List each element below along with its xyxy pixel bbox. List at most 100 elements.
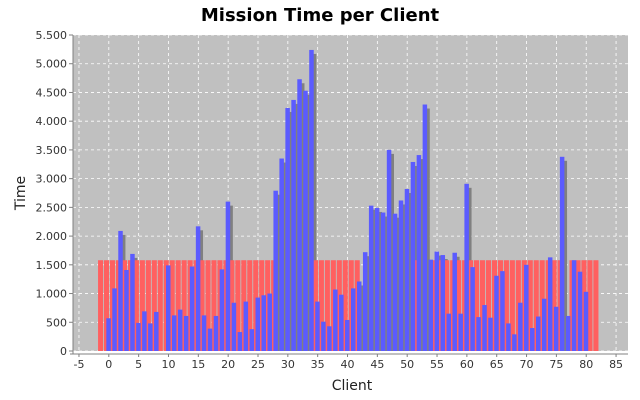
bar-series-b <box>512 334 517 351</box>
bar-series-b <box>195 226 201 351</box>
bar-series-a <box>503 260 509 351</box>
x-tick-label: 15 <box>191 358 205 371</box>
bar-series-b <box>321 321 326 351</box>
bar-series-b <box>207 328 213 351</box>
x-tick-label: -5 <box>73 358 84 371</box>
bar-series-b <box>136 322 141 351</box>
bar-series-b <box>488 317 493 351</box>
bar-series-a <box>181 260 187 351</box>
bar-shadow <box>407 192 412 351</box>
axes: -5 0 5 10 15 20 25 30 35 40 45 50 55 60 65 70 75 80 85 0 500… <box>36 29 628 371</box>
bar-series-b <box>315 301 320 351</box>
bar-series-a <box>324 260 330 351</box>
y-tick-label: 2.500 <box>36 201 68 214</box>
bar-series-b <box>577 271 583 351</box>
x-tick-label: 45 <box>370 358 384 371</box>
bar-series-b <box>267 293 272 351</box>
bars <box>98 49 599 352</box>
bar-series-a <box>151 260 157 351</box>
x-tick-label: 35 <box>311 358 325 371</box>
bar-series-a <box>247 260 253 351</box>
bar-series-a <box>211 260 217 351</box>
bar-series-b <box>506 323 511 351</box>
bar-shadow <box>365 256 371 351</box>
bar-shadow <box>383 216 389 351</box>
bar-series-a <box>509 260 515 351</box>
y-tick-label: 3.500 <box>36 144 68 157</box>
bar-series-b <box>380 212 386 351</box>
bar-series-b <box>404 188 410 351</box>
x-axis-label: Client <box>332 378 373 394</box>
bar-series-b <box>231 302 237 351</box>
bar-series-a <box>145 260 151 351</box>
bar-shadow <box>389 153 394 351</box>
bar-series-b <box>177 309 183 351</box>
bar-shadow <box>377 211 383 351</box>
bar-series-b <box>428 259 434 351</box>
bar-series-a <box>593 260 599 351</box>
y-tick-label: 3.000 <box>36 173 68 186</box>
bar-series-b <box>297 79 302 352</box>
bar-series-b <box>154 311 159 351</box>
y-tick-label: 1.000 <box>36 288 68 301</box>
bar-series-b <box>356 281 362 351</box>
bar-series-b <box>213 315 219 351</box>
bar-series-b <box>255 297 261 351</box>
bar-shadow <box>401 204 406 351</box>
bar-series-b <box>440 255 446 351</box>
bar-series-b <box>565 315 571 351</box>
bar-series-b <box>470 267 475 351</box>
bar-series-a <box>199 260 205 351</box>
bar-series-b <box>339 294 344 351</box>
bar-series-b <box>392 213 398 351</box>
bar-series-a <box>474 260 480 351</box>
bar-series-b <box>518 302 523 351</box>
y-tick-label: 2.000 <box>36 230 68 243</box>
y-tick-label: 0 <box>60 345 67 358</box>
bar-series-a <box>551 260 557 351</box>
bar-series-a <box>235 260 241 351</box>
bar-series-b <box>243 301 249 351</box>
bar-series-b <box>201 315 207 351</box>
bar-series-b <box>189 266 195 351</box>
bar-series-b <box>547 257 553 351</box>
bar-series-b <box>541 298 547 351</box>
bar-series-b <box>285 107 290 351</box>
bar-series-b <box>553 306 559 351</box>
bar-shadow <box>288 111 293 351</box>
bar-series-b <box>225 201 231 351</box>
bar-series-a <box>169 260 175 351</box>
bar-series-b <box>273 190 278 351</box>
bar-series-b <box>148 323 153 351</box>
bar-series-a <box>587 260 593 351</box>
bar-series-b <box>249 329 255 351</box>
bar-series-b <box>183 315 189 351</box>
bar-shadow <box>311 53 317 352</box>
bar-series-b <box>416 155 422 351</box>
bar-series-b <box>130 253 135 351</box>
y-tick-label: 5.500 <box>36 29 68 42</box>
bar-shadow <box>276 194 281 351</box>
y-tick-label: 4.500 <box>36 86 68 99</box>
bar-series-b <box>500 271 505 351</box>
bar-series-b <box>124 269 129 351</box>
bar-shadow <box>359 285 365 351</box>
bar-series-b <box>458 313 463 351</box>
y-tick-label: 4.000 <box>36 115 68 128</box>
x-tick-label: 75 <box>549 358 563 371</box>
bar-series-b <box>362 252 368 351</box>
bar-series-b <box>386 149 392 351</box>
bar-series-b <box>452 252 457 351</box>
bar-series-a <box>205 260 211 351</box>
y-tick-label: 1.500 <box>36 259 68 272</box>
bar-series-b <box>291 99 296 351</box>
x-tick-label: 20 <box>221 358 235 371</box>
bar-series-b <box>571 260 577 351</box>
bar-series-a <box>533 260 539 351</box>
bar-series-b <box>333 289 338 351</box>
x-tick-label: 60 <box>460 358 474 371</box>
bar-series-b <box>237 332 243 351</box>
bar-series-b <box>142 311 147 351</box>
